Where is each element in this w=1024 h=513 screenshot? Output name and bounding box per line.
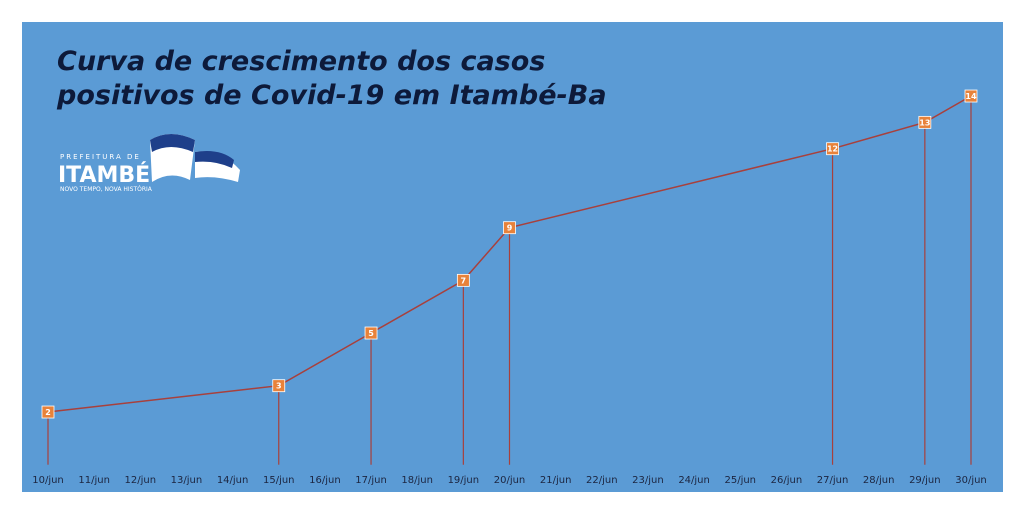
- x-tick-label: 26/jun: [771, 475, 803, 486]
- x-tick-label: 13/jun: [171, 475, 203, 486]
- x-tick-label: 19/jun: [448, 475, 480, 486]
- chart-background: [22, 22, 1003, 492]
- x-tick-label: 29/jun: [909, 475, 941, 486]
- x-tick-label: 22/jun: [586, 475, 618, 486]
- line: [47, 95, 972, 413]
- x-tick-label: 21/jun: [540, 475, 572, 486]
- value-label-box: [41, 405, 55, 419]
- logo-text: NOVO TEMPO, NOVA HISTÓRIA: [60, 186, 153, 193]
- x-tick-label: 16/jun: [309, 475, 341, 486]
- value-label-box: [272, 379, 286, 393]
- logo-flag: [195, 151, 234, 168]
- chart-title: Curva de crescimento dos casos: [57, 46, 545, 77]
- logo: PREFEITURA DE ITAMBÉ NOVO TEMPO, NOVA HI…: [58, 134, 240, 193]
- x-tick-label: 11/jun: [78, 475, 110, 486]
- value-label: 14: [965, 92, 977, 101]
- value-label: 12: [827, 145, 838, 154]
- logo-flag: [150, 134, 195, 152]
- x-tick-label: 24/jun: [678, 475, 710, 486]
- value-label: 9: [507, 224, 513, 233]
- x-tick-label: 23/jun: [632, 475, 664, 486]
- value-label: 3: [276, 382, 282, 391]
- value-label: 7: [461, 276, 467, 285]
- x-tick-label: 15/jun: [263, 475, 295, 486]
- x-tick-label: 30/jun: [955, 475, 987, 486]
- value-label-box: [826, 142, 839, 156]
- x-tick-label: 20/jun: [494, 475, 526, 486]
- x-tick-label: 10/jun: [32, 475, 64, 486]
- value-label-box: [918, 115, 932, 129]
- x-tick-label: 17/jun: [355, 475, 387, 486]
- value-label-box: [364, 326, 378, 340]
- value-label-box: [456, 273, 470, 287]
- logo-text: PREFEITURA DE: [60, 153, 141, 161]
- chart-title: positivos de Covid-19 em Itambé-Ba: [56, 80, 607, 111]
- x-tick-label: 12/jun: [125, 475, 157, 486]
- x-tick-label: 27/jun: [817, 475, 849, 486]
- value-label-box: [964, 89, 978, 103]
- x-tick-label: 25/jun: [724, 475, 756, 486]
- logo-text: ITAMBÉ: [58, 162, 150, 188]
- value-label: 5: [368, 329, 374, 338]
- value-label-box: [503, 221, 516, 235]
- value-label: 2: [45, 408, 51, 417]
- x-tick-label: 28/jun: [863, 475, 895, 486]
- value-label: 13: [919, 118, 930, 127]
- x-tick-label: 14/jun: [217, 475, 249, 486]
- x-tick-label: 18/jun: [401, 475, 433, 486]
